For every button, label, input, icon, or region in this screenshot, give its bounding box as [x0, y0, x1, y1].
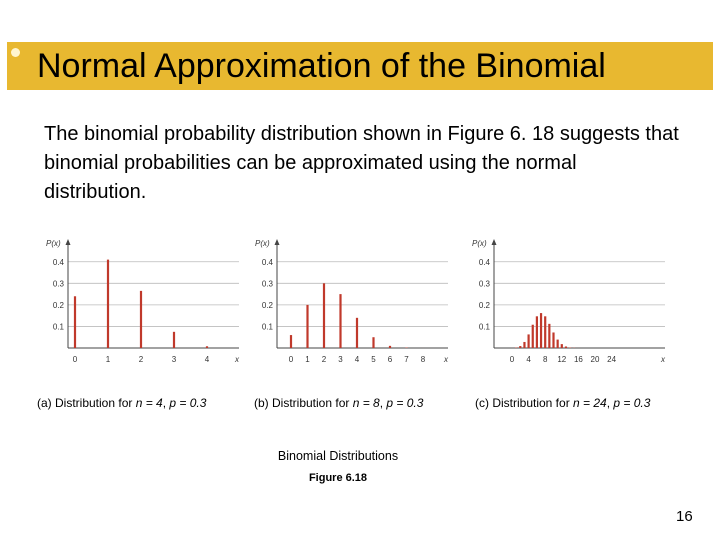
caption-c-prefix: (c) Distribution for	[475, 396, 574, 410]
x-tick-label: 0	[510, 355, 515, 364]
bar	[552, 332, 555, 348]
x-tick-label: 5	[371, 355, 376, 364]
caption-a-p: p = 0.3	[169, 396, 207, 410]
x-tick-label: 24	[607, 355, 616, 364]
title-bar: Normal Approximation of the Binomial	[7, 42, 713, 90]
x-axis-label: x	[443, 355, 449, 364]
y-axis-arrow-icon	[491, 239, 497, 245]
bar	[531, 324, 534, 348]
caption-b-prefix: (b) Distribution for	[254, 396, 353, 410]
caption-c: (c) Distribution for n = 24, p = 0.3	[475, 396, 651, 410]
bar	[372, 337, 375, 348]
caption-a-n: n = 4	[135, 396, 163, 410]
x-tick-label: 2	[139, 355, 144, 364]
title-bullet-icon	[11, 48, 20, 57]
bar	[306, 304, 309, 348]
chart-a-svg: P(x) 0.1 0.2 0.3 0.4 0 1 2 3 4 x	[46, 239, 240, 364]
caption-c-p: p = 0.3	[613, 396, 651, 410]
y-tick-label: 0.3	[479, 279, 491, 288]
chart-c-svg: P(x) 0.1 0.2 0.3 0.4 0 4 8 12 16 20 24 x	[472, 239, 666, 364]
x-tick-label: 3	[338, 355, 343, 364]
x-tick-label: 12	[557, 355, 566, 364]
caption-b: (b) Distribution for n = 8, p = 0.3	[254, 396, 424, 410]
x-tick-label: 4	[526, 355, 531, 364]
chart-c: P(x) 0.1 0.2 0.3 0.4 0 4 8 12 16 20 24 x	[470, 235, 675, 370]
caption-c-n: n = 24	[573, 396, 607, 410]
slide-title: Normal Approximation of the Binomial	[37, 47, 606, 85]
x-tick-label: 20	[591, 355, 600, 364]
x-tick-label: 4	[205, 355, 210, 364]
y-tick-label: 0.1	[479, 322, 491, 331]
figure-title: Binomial Distributions	[277, 449, 399, 463]
bar	[339, 294, 342, 348]
y-axis-label: P(x)	[472, 239, 487, 248]
caption-b-p: p = 0.3	[386, 396, 424, 410]
bar	[560, 344, 563, 348]
y-tick-label: 0.2	[53, 301, 65, 310]
x-tick-label: 16	[574, 355, 583, 364]
bar	[535, 316, 538, 348]
bar	[556, 339, 559, 348]
bar	[289, 335, 293, 348]
bar	[172, 331, 176, 348]
caption-a-prefix: (a) Distribution for	[37, 396, 136, 410]
bar	[322, 283, 326, 348]
bar	[564, 346, 568, 348]
y-tick-label: 0.3	[53, 279, 65, 288]
x-tick-label: 0	[289, 355, 294, 364]
x-tick-label: 0	[73, 355, 78, 364]
y-tick-label: 0.4	[262, 258, 274, 267]
intro-paragraph: The binomial probability distribution sh…	[44, 123, 679, 203]
bar	[106, 259, 110, 348]
bar	[139, 290, 143, 348]
x-tick-label: 8	[543, 355, 548, 364]
y-tick-label: 0.1	[262, 322, 274, 331]
y-axis-arrow-icon	[65, 239, 71, 245]
x-tick-label: 1	[305, 355, 310, 364]
x-tick-label: 8	[421, 355, 426, 364]
x-axis-label: x	[660, 355, 666, 364]
bar	[523, 341, 526, 348]
bar	[544, 316, 547, 348]
x-tick-label: 3	[172, 355, 177, 364]
bar	[519, 346, 522, 348]
x-axis-label: x	[234, 355, 240, 364]
bar	[527, 334, 530, 348]
chart-b-svg: P(x) 0.1 0.2 0.3 0.4 0 1 2 3 4 5 6 7 8 x	[255, 239, 449, 364]
bar	[539, 313, 543, 348]
y-axis-arrow-icon	[274, 239, 280, 245]
caption-b-n: n = 8	[352, 396, 380, 410]
bar	[388, 345, 392, 348]
y-tick-label: 0.1	[53, 322, 65, 331]
chart-a: P(x) 0.1 0.2 0.3 0.4 0 1 2 3 4 x	[44, 235, 249, 370]
chart-b: P(x) 0.1 0.2 0.3 0.4 0 1 2 3 4 5 6 7 8 x	[253, 235, 458, 370]
bar	[73, 296, 77, 348]
y-axis-label: P(x)	[46, 239, 61, 248]
bar	[205, 346, 209, 348]
x-tick-label: 6	[388, 355, 393, 364]
y-tick-label: 0.3	[262, 279, 274, 288]
bar	[548, 323, 551, 348]
x-tick-label: 1	[106, 355, 111, 364]
page-number: 16	[676, 508, 693, 525]
y-tick-label: 0.4	[479, 258, 491, 267]
x-tick-label: 7	[404, 355, 409, 364]
y-tick-label: 0.2	[262, 301, 274, 310]
x-tick-label: 4	[355, 355, 360, 364]
y-tick-label: 0.4	[53, 258, 65, 267]
figure-number: Figure 6.18	[308, 472, 368, 484]
bar	[355, 317, 359, 348]
x-tick-label: 2	[322, 355, 327, 364]
y-axis-label: P(x)	[255, 239, 270, 248]
y-tick-label: 0.2	[479, 301, 491, 310]
caption-a: (a) Distribution for n = 4, p = 0.3	[37, 396, 207, 410]
